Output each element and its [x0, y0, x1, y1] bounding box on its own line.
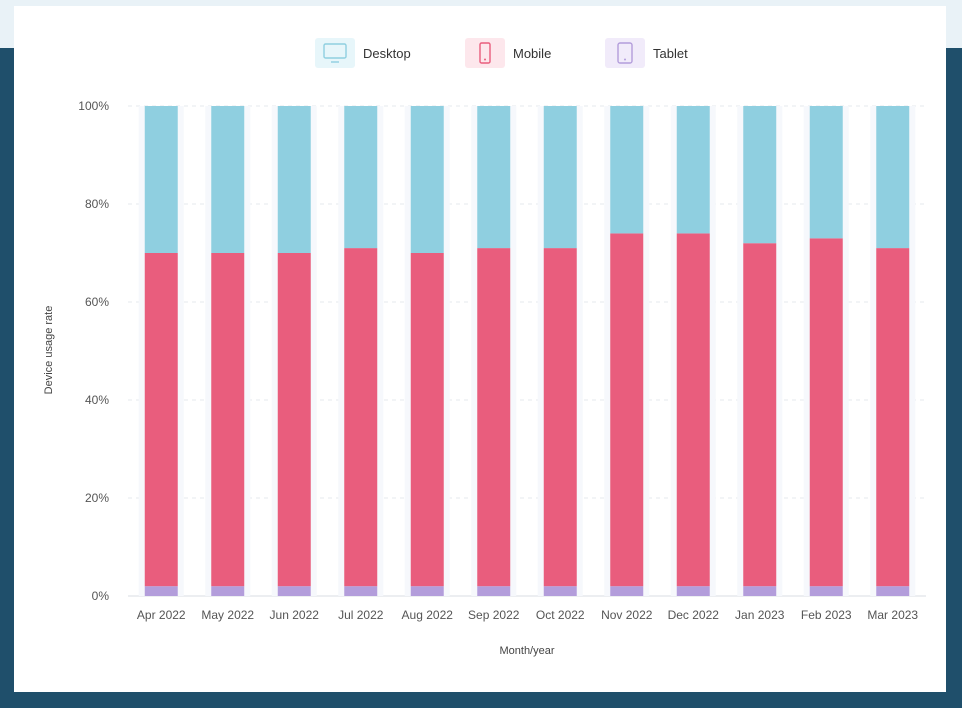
- legend-item-mobile[interactable]: Mobile: [465, 38, 551, 68]
- mobile-icon: [465, 38, 505, 68]
- y-tick-label: 60%: [85, 295, 109, 309]
- bar-segment-tablet[interactable]: [610, 586, 644, 596]
- bar-segment-mobile[interactable]: [743, 243, 777, 587]
- y-tick-label: 0%: [92, 589, 110, 603]
- bar-segment-mobile[interactable]: [144, 253, 178, 587]
- x-tick-label: Nov 2022: [601, 608, 653, 622]
- bar-segment-tablet[interactable]: [410, 586, 444, 596]
- bar-segment-desktop[interactable]: [676, 106, 710, 234]
- bar-segment-tablet[interactable]: [211, 586, 245, 596]
- x-axis-title: Month/year: [499, 645, 554, 657]
- bar-segment-mobile[interactable]: [876, 248, 910, 587]
- y-tick-label: 40%: [85, 393, 109, 407]
- bar-segment-tablet[interactable]: [477, 586, 511, 596]
- tablet-icon: [605, 38, 645, 68]
- legend-label-mobile: Mobile: [513, 45, 552, 61]
- x-tick-labels: Apr 2022 May 2022 Jun 2022 Jul 2022 Aug 2022…: [137, 608, 919, 622]
- x-tick-label: Jun 2022: [270, 608, 320, 622]
- x-tick-label: May 2022: [201, 608, 254, 622]
- bar-segment-mobile[interactable]: [477, 248, 511, 587]
- x-tick-label: Aug 2022: [402, 608, 454, 622]
- bar-segment-desktop[interactable]: [410, 106, 444, 253]
- desktop-icon: [315, 38, 355, 68]
- bar-segment-mobile[interactable]: [277, 253, 311, 587]
- x-tick-label: Apr 2022: [137, 608, 186, 622]
- y-tick-label: 80%: [85, 197, 109, 211]
- bar-segment-mobile[interactable]: [410, 253, 444, 587]
- bar-segment-mobile[interactable]: [344, 248, 378, 587]
- bar-segment-desktop[interactable]: [211, 106, 245, 253]
- y-tick-labels: 0% 20% 40% 60% 80% 100%: [78, 99, 109, 603]
- chart-legend: Desktop Mobile Tablet: [0, 38, 932, 78]
- bar-segment-tablet[interactable]: [743, 586, 777, 596]
- bar-segment-desktop[interactable]: [543, 106, 577, 249]
- gridlines: [128, 105, 926, 597]
- x-tick-label: Jan 2023: [735, 608, 785, 622]
- bar-segment-desktop[interactable]: [610, 106, 644, 234]
- bar-segment-mobile[interactable]: [676, 233, 710, 587]
- legend-label-tablet: Tablet: [653, 45, 688, 61]
- bar-segment-desktop[interactable]: [477, 106, 511, 249]
- bar-segment-desktop[interactable]: [277, 106, 311, 253]
- bar-segment-desktop[interactable]: [344, 106, 378, 249]
- bar-segment-mobile[interactable]: [610, 233, 644, 587]
- bars: [138, 106, 916, 596]
- bar-segment-tablet[interactable]: [344, 586, 378, 596]
- x-tick-label: Mar 2023: [867, 608, 918, 622]
- bar-segment-desktop[interactable]: [876, 106, 910, 249]
- x-tick-label: Dec 2022: [668, 608, 720, 622]
- y-tick-label: 100%: [78, 99, 109, 113]
- bar-segment-tablet[interactable]: [543, 586, 577, 596]
- legend-label-desktop: Desktop: [363, 45, 411, 61]
- bar-segment-mobile[interactable]: [211, 253, 245, 587]
- x-tick-label: Feb 2023: [801, 608, 852, 622]
- bar-segment-mobile[interactable]: [543, 248, 577, 587]
- bar-segment-tablet[interactable]: [876, 586, 910, 596]
- legend-item-tablet[interactable]: Tablet: [605, 38, 688, 68]
- bar-segment-tablet[interactable]: [809, 586, 843, 596]
- bar-segment-desktop[interactable]: [144, 106, 178, 253]
- x-tick-label: Jul 2022: [338, 608, 384, 622]
- bar-segment-desktop[interactable]: [809, 106, 843, 239]
- bar-segment-tablet[interactable]: [277, 586, 311, 596]
- bar-segment-desktop[interactable]: [743, 106, 777, 244]
- y-tick-label: 20%: [85, 491, 109, 505]
- y-axis-title: Device usage rate: [43, 306, 55, 395]
- bar-segment-tablet[interactable]: [144, 586, 178, 596]
- legend-item-desktop[interactable]: Desktop: [315, 38, 411, 68]
- x-tick-label: Oct 2022: [536, 608, 585, 622]
- x-tick-label: Sep 2022: [468, 608, 520, 622]
- bar-segment-tablet[interactable]: [676, 586, 710, 596]
- bar-segment-mobile[interactable]: [809, 238, 843, 587]
